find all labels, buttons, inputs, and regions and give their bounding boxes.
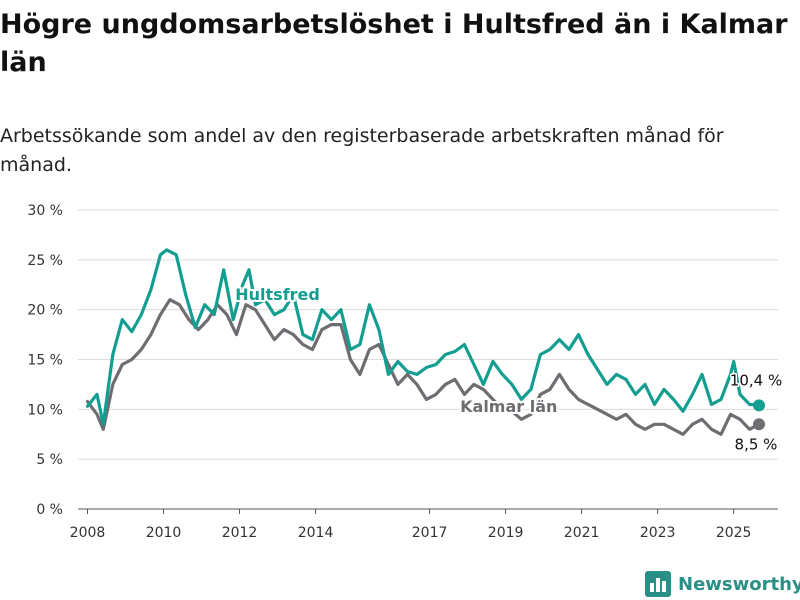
x-tick-label: 2012 (222, 525, 258, 541)
kalmar-series-label: Kalmar län (460, 397, 557, 416)
logo-text: Newsworthy (678, 573, 800, 595)
y-tick-label: 0 % (36, 502, 63, 518)
y-tick-label: 30 % (27, 203, 63, 219)
x-tick-label: 2017 (412, 525, 448, 541)
x-tick-label: 2010 (146, 525, 182, 541)
kalmar-end-point (752, 418, 765, 431)
x-tick-label: 2008 (70, 525, 106, 541)
bar-chart-logo-icon (645, 571, 671, 597)
hultsfred-end-label: 10,4 % (730, 371, 782, 389)
y-tick-label: 15 % (27, 353, 63, 369)
hultsfred-line (85, 248, 761, 426)
kalmar-line (85, 298, 761, 436)
x-tick-label: 2014 (298, 525, 334, 541)
y-tick-label: 20 % (27, 303, 63, 319)
y-tick-label: 5 % (36, 452, 63, 468)
y-tick-label: 10 % (27, 402, 63, 418)
x-tick-label: 2025 (716, 525, 752, 541)
x-tick-label: 2019 (488, 525, 524, 541)
chart-title: Högre ungdomsarbetslöshet i Hultsfred än… (0, 9, 788, 78)
x-tick-label: 2023 (640, 525, 676, 541)
y-tick-label: 25 % (27, 253, 63, 269)
chart-subtitle: Arbetssökande som andel av den registerb… (0, 125, 724, 176)
hultsfred-series-label: Hultsfred (235, 285, 320, 304)
hultsfred-end-point (752, 399, 765, 412)
x-tick-label: 2021 (564, 525, 600, 541)
kalmar-end-label: 8,5 % (735, 435, 778, 453)
line-chart: 0 % 5 % 10 % 15 % 20 % 25 % 30 % 2008 2010 2012 20… (27, 203, 783, 541)
newsworthy-logo: Newsworthy (645, 570, 800, 598)
